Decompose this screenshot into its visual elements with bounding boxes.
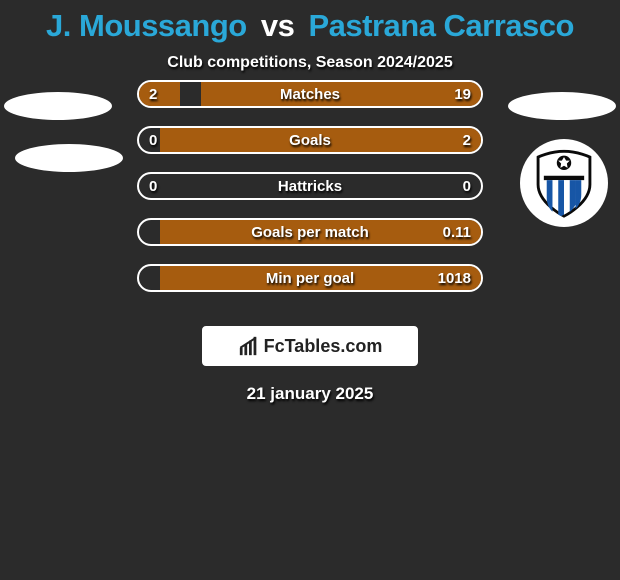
club-badge (520, 139, 608, 227)
stat-label: Min per goal (139, 266, 481, 290)
date-text: 21 january 2025 (0, 384, 620, 404)
stat-label: Goals per match (139, 220, 481, 244)
stat-bar-goals-per-match: Goals per match0.11 (137, 218, 483, 246)
right-value: 2 (463, 128, 471, 152)
stat-bar-goals: 0Goals2 (137, 126, 483, 154)
stat-bar-matches: 2Matches19 (137, 80, 483, 108)
stat-label: Matches (139, 82, 481, 106)
left-placeholder-2 (15, 144, 123, 172)
stat-label: Hattricks (139, 174, 481, 198)
player1-name: J. Moussango (46, 8, 247, 43)
crest-icon (528, 147, 600, 219)
vs-text: vs (261, 8, 294, 43)
subtitle: Club competitions, Season 2024/2025 (0, 54, 620, 72)
stat-bars: 2Matches190Goals20Hattricks0Goals per ma… (137, 80, 483, 310)
stat-label: Goals (139, 128, 481, 152)
brand-box[interactable]: FcTables.com (202, 326, 418, 366)
bar-chart-icon (238, 335, 260, 357)
brand-text: FcTables.com (264, 336, 383, 357)
right-value: 1018 (438, 266, 471, 290)
player2-name: Pastrana Carrasco (308, 8, 574, 43)
right-value: 0.11 (443, 220, 471, 244)
stat-bar-min-per-goal: Min per goal1018 (137, 264, 483, 292)
page-title: J. Moussango vs Pastrana Carrasco (0, 0, 620, 44)
right-value: 19 (454, 82, 471, 106)
comparison-area: 2Matches190Goals20Hattricks0Goals per ma… (0, 94, 620, 324)
stat-bar-hattricks: 0Hattricks0 (137, 172, 483, 200)
right-value: 0 (463, 174, 471, 198)
left-placeholder-1 (4, 92, 112, 120)
right-placeholder-1 (508, 92, 616, 120)
